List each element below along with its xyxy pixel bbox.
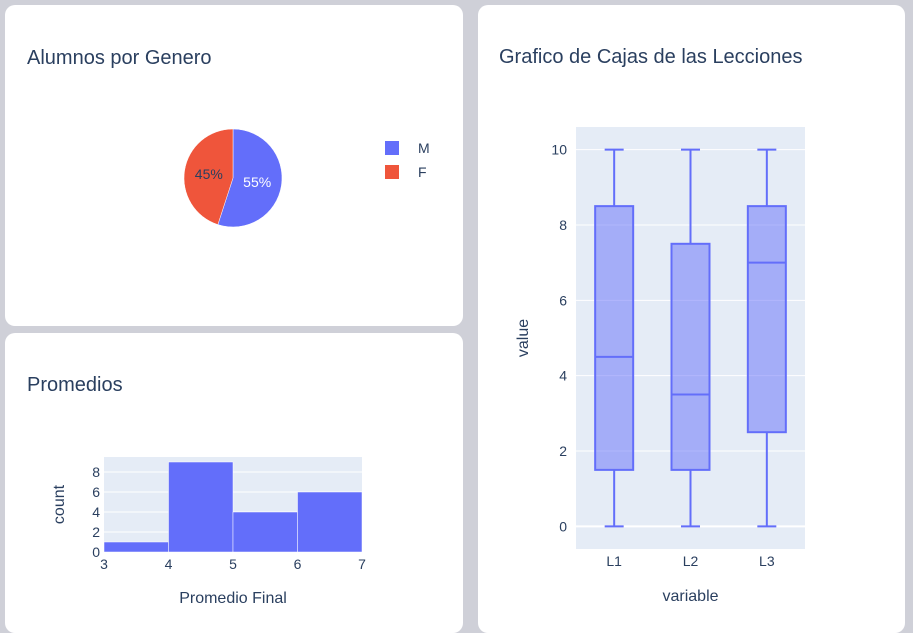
histogram-chart: 0 2 4 6 8 3 4 5 6 7 Promedio Final count <box>51 457 366 607</box>
histogram-card: Promedios 0 2 4 6 8 3 4 5 6 7 Promedio Final count <box>5 333 463 633</box>
histogram-bar <box>168 461 234 553</box>
boxplot-title: Grafico de Cajas de las Lecciones <box>499 46 803 68</box>
boxplot-x-tick: L1 <box>606 553 622 569</box>
histogram-bar <box>103 541 169 553</box>
boxplot-y-tick: 10 <box>551 142 567 158</box>
histogram-y-tick: 6 <box>92 484 100 500</box>
histogram-y-tick: 0 <box>92 544 100 560</box>
boxplot-x-tick: L3 <box>759 553 775 569</box>
boxplot-chart: 0 2 4 6 8 10 L1 L2 L3 variable value <box>515 127 805 605</box>
histogram-y-tick: 2 <box>92 524 100 540</box>
pie-slice-label: 55% <box>243 174 271 190</box>
boxplot-y-tick: 8 <box>559 217 567 233</box>
boxplot-y-tick: 2 <box>559 443 567 459</box>
histogram-title: Promedios <box>27 374 123 396</box>
histogram-bar <box>232 511 298 553</box>
histogram-y-tick: 8 <box>92 464 100 480</box>
legend-label-f: F <box>418 164 427 180</box>
legend-swatch-m <box>385 141 399 155</box>
histogram-x-tick: 3 <box>100 556 108 572</box>
pie-chart: 55% 45% MF <box>183 128 430 228</box>
pie-slice-f <box>183 128 234 225</box>
pie-slice-m <box>217 128 283 228</box>
histogram-bar <box>297 491 363 553</box>
histogram-x-tick: 6 <box>294 556 302 572</box>
histogram-x-tick: 4 <box>165 556 173 572</box>
histogram-x-tick: 7 <box>358 556 366 572</box>
legend-swatch-f <box>385 165 399 179</box>
pie-chart-card: Alumnos por Genero 55% 45% M F <box>5 5 463 326</box>
boxplot-x-tick: L2 <box>683 553 699 569</box>
boxplot-y-tick: 6 <box>559 292 567 308</box>
pie-slice-label: 45% <box>195 166 223 182</box>
legend-label-m: M <box>418 140 430 156</box>
histogram-x-axis-label: Promedio Final <box>179 590 287 607</box>
boxplot-box-l3 <box>746 205 787 434</box>
boxplot-card: Grafico de Cajas de las Lecciones 0 2 4 6 8 1… <box>478 5 905 633</box>
histogram-y-tick: 4 <box>92 504 100 520</box>
pie-chart-title: Alumnos por Genero <box>27 47 212 69</box>
boxplot-y-tick: 4 <box>559 368 567 384</box>
boxplot-y-tick: 0 <box>559 518 567 534</box>
boxplot-y-axis-label: value <box>515 319 532 357</box>
boxplot-box-l1 <box>594 205 635 471</box>
histogram-y-axis-label: count <box>51 484 68 524</box>
histogram-x-tick: 5 <box>229 556 237 572</box>
boxplot-box-l2 <box>670 242 711 471</box>
boxplot-x-axis-label: variable <box>662 588 718 605</box>
